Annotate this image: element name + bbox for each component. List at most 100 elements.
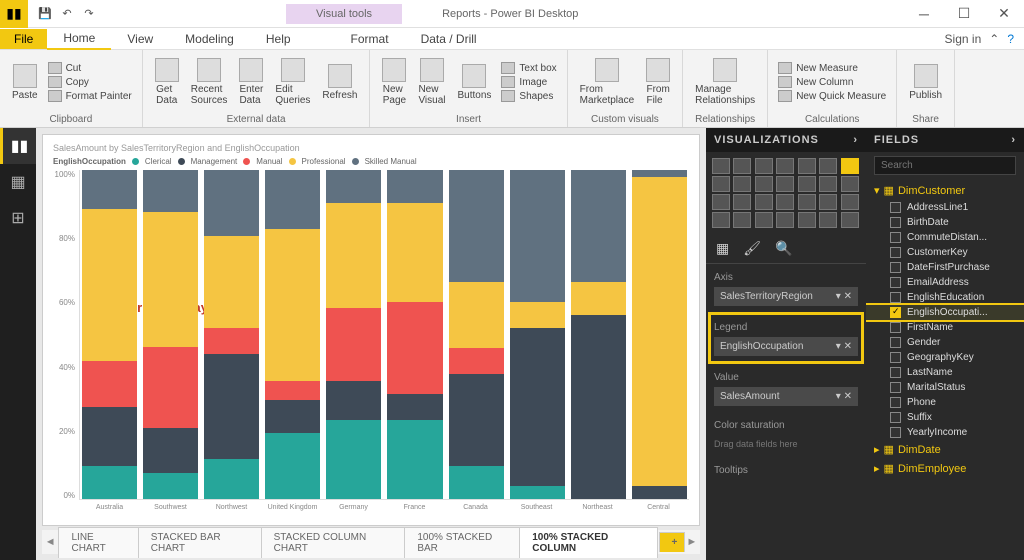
viz-type-icon[interactable]	[798, 158, 816, 174]
page-tab[interactable]: STACKED COLUMN CHART	[261, 527, 406, 558]
chevron-up-icon[interactable]: ⌃	[989, 32, 999, 46]
viz-type-icon[interactable]	[798, 212, 816, 228]
get-data-button[interactable]: Get Data	[149, 52, 185, 112]
modeling-tab[interactable]: Modeling	[169, 29, 250, 49]
publish-button[interactable]: Publish	[903, 52, 948, 112]
format-painter-button[interactable]: Format Painter	[48, 90, 132, 102]
field-item[interactable]: CustomerKey	[866, 245, 1024, 260]
image-button[interactable]: Image	[501, 76, 556, 88]
home-tab[interactable]: Home	[47, 28, 111, 50]
field-item[interactable]: EnglishEducation	[866, 290, 1024, 305]
save-icon[interactable]: 💾	[36, 5, 54, 23]
new-column-button[interactable]: New Column	[778, 76, 886, 88]
viz-type-icon[interactable]	[712, 158, 730, 174]
axis-field[interactable]: SalesTerritoryRegion▾ ✕	[714, 287, 858, 306]
redo-icon[interactable]: ↷	[80, 5, 98, 23]
signin-link[interactable]: Sign in	[945, 32, 982, 46]
new-measure-button[interactable]: New Measure	[778, 62, 886, 74]
collapse-icon[interactable]: ›	[853, 134, 858, 146]
field-item[interactable]: FirstName	[866, 320, 1024, 335]
viz-type-icon[interactable]	[841, 158, 859, 174]
collapse-icon[interactable]: ›	[1011, 134, 1016, 146]
model-view-icon[interactable]: ⊞	[0, 200, 36, 236]
viz-type-icon[interactable]	[776, 158, 794, 174]
format-tab[interactable]: Format	[335, 29, 405, 49]
viz-type-icon[interactable]	[819, 158, 837, 174]
drag-hint[interactable]: Drag data fields here	[714, 435, 858, 453]
new-quick-measure-button[interactable]: New Quick Measure	[778, 90, 886, 102]
field-item[interactable]: CommuteDistan...	[866, 230, 1024, 245]
viz-type-icon[interactable]	[798, 194, 816, 210]
format-tab-icon[interactable]: 🖌	[743, 240, 761, 257]
report-view-icon[interactable]: ▮▮	[0, 128, 36, 164]
shapes-button[interactable]: Shapes	[501, 90, 556, 102]
view-tab[interactable]: View	[111, 29, 169, 49]
field-item[interactable]: BirthDate	[866, 215, 1024, 230]
viz-type-icon[interactable]	[819, 176, 837, 192]
viz-type-icon[interactable]	[776, 194, 794, 210]
buttons-button[interactable]: Buttons	[452, 52, 498, 112]
new-visual-button[interactable]: New Visual	[412, 52, 451, 112]
data-view-icon[interactable]: ▦	[0, 164, 36, 200]
page-tab[interactable]: 100% STACKED BAR	[404, 527, 520, 558]
relationships-button[interactable]: Manage Relationships	[689, 52, 761, 112]
viz-type-icon[interactable]	[841, 212, 859, 228]
viz-type-icon[interactable]	[712, 176, 730, 192]
help-tab[interactable]: Help	[250, 29, 307, 49]
viz-type-icon[interactable]	[712, 194, 730, 210]
table-header[interactable]: ▸▦DimEmployee	[866, 459, 1024, 478]
add-page-button[interactable]: +	[659, 532, 685, 552]
enter-data-button[interactable]: Enter Data	[233, 52, 269, 112]
close-icon[interactable]: ✕	[984, 0, 1024, 28]
viz-type-icon[interactable]	[819, 212, 837, 228]
viz-type-icon[interactable]	[819, 194, 837, 210]
datadrill-tab[interactable]: Data / Drill	[405, 29, 493, 49]
viz-type-icon[interactable]	[841, 194, 859, 210]
minimize-icon[interactable]: ─	[904, 0, 944, 28]
field-item[interactable]: Suffix	[866, 410, 1024, 425]
report-canvas[interactable]: SalesAmount by SalesTerritoryRegion and …	[42, 134, 700, 526]
viz-type-icon[interactable]	[776, 212, 794, 228]
field-item[interactable]: Gender	[866, 335, 1024, 350]
viz-gallery[interactable]	[706, 152, 866, 234]
legend-field[interactable]: EnglishOccupation▾ ✕	[714, 337, 858, 356]
table-header[interactable]: ▸▦DimDate	[866, 440, 1024, 459]
field-item[interactable]: GeographyKey	[866, 350, 1024, 365]
page-tab[interactable]: STACKED BAR CHART	[138, 527, 262, 558]
page-next[interactable]: ►	[684, 536, 700, 548]
viz-type-icon[interactable]	[776, 176, 794, 192]
field-item[interactable]: MaritalStatus	[866, 380, 1024, 395]
viz-type-icon[interactable]	[733, 212, 751, 228]
page-prev[interactable]: ◄	[42, 536, 58, 548]
analytics-tab-icon[interactable]: 🔍	[775, 240, 792, 257]
field-item[interactable]: EmailAddress	[866, 275, 1024, 290]
viz-type-icon[interactable]	[755, 158, 773, 174]
from-file-button[interactable]: From File	[640, 52, 676, 112]
field-item[interactable]: YearlyIncome	[866, 425, 1024, 440]
viz-type-icon[interactable]	[841, 176, 859, 192]
field-item[interactable]: Phone	[866, 395, 1024, 410]
edit-queries-button[interactable]: Edit Queries	[269, 52, 316, 112]
viz-type-icon[interactable]	[755, 212, 773, 228]
marketplace-button[interactable]: From Marketplace	[574, 52, 640, 112]
value-field[interactable]: SalesAmount▾ ✕	[714, 387, 858, 406]
viz-type-icon[interactable]	[733, 176, 751, 192]
viz-type-icon[interactable]	[733, 158, 751, 174]
maximize-icon[interactable]: ☐	[944, 0, 984, 28]
cut-button[interactable]: Cut	[48, 62, 132, 74]
field-item[interactable]: DateFirstPurchase	[866, 260, 1024, 275]
viz-type-icon[interactable]	[798, 176, 816, 192]
field-item[interactable]: AddressLine1	[866, 200, 1024, 215]
viz-type-icon[interactable]	[733, 194, 751, 210]
table-header[interactable]: ▾▦DimCustomer	[866, 181, 1024, 200]
help-icon[interactable]: ?	[1007, 32, 1014, 46]
recent-sources-button[interactable]: Recent Sources	[185, 52, 234, 112]
fields-tab-icon[interactable]: ▦	[716, 240, 729, 257]
new-page-button[interactable]: New Page	[376, 52, 412, 112]
page-tab[interactable]: LINE CHART	[58, 527, 138, 558]
viz-type-icon[interactable]	[755, 176, 773, 192]
viz-type-icon[interactable]	[755, 194, 773, 210]
viz-type-icon[interactable]	[712, 212, 730, 228]
search-input[interactable]	[874, 156, 1016, 175]
page-tab[interactable]: 100% STACKED COLUMN	[519, 527, 657, 558]
